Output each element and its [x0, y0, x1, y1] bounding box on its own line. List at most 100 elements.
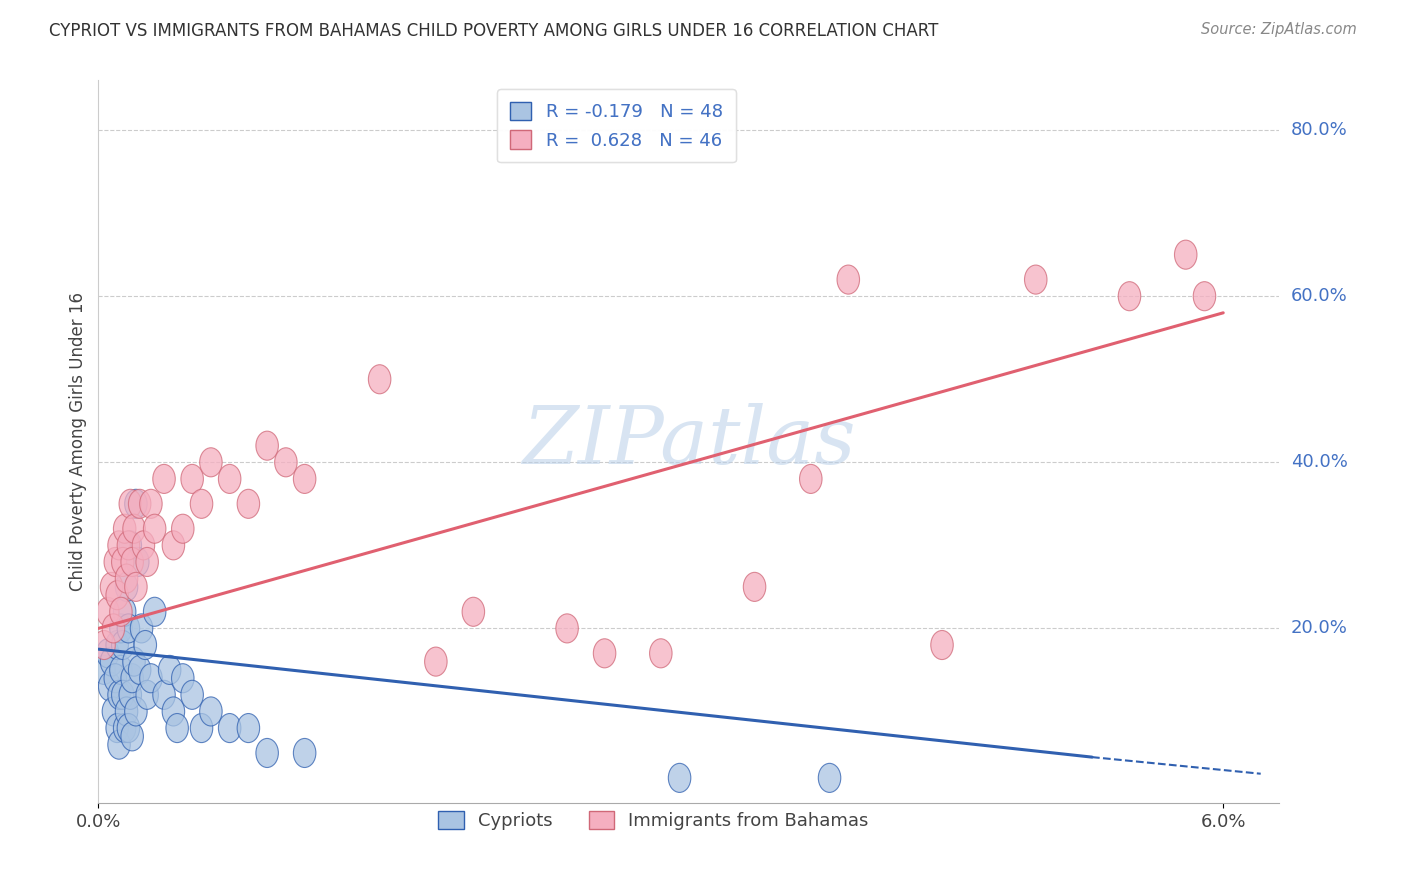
- Ellipse shape: [115, 564, 138, 593]
- Ellipse shape: [108, 731, 131, 759]
- Ellipse shape: [100, 573, 122, 601]
- Ellipse shape: [104, 664, 127, 693]
- Ellipse shape: [108, 531, 131, 560]
- Ellipse shape: [190, 490, 212, 518]
- Ellipse shape: [111, 548, 134, 576]
- Ellipse shape: [103, 697, 125, 726]
- Ellipse shape: [1118, 282, 1140, 310]
- Ellipse shape: [1174, 240, 1197, 269]
- Ellipse shape: [153, 681, 176, 709]
- Ellipse shape: [139, 490, 162, 518]
- Ellipse shape: [117, 531, 139, 560]
- Ellipse shape: [159, 656, 181, 684]
- Ellipse shape: [139, 664, 162, 693]
- Ellipse shape: [104, 548, 127, 576]
- Ellipse shape: [200, 697, 222, 726]
- Ellipse shape: [97, 598, 120, 626]
- Ellipse shape: [105, 714, 128, 742]
- Ellipse shape: [115, 573, 138, 601]
- Ellipse shape: [463, 598, 485, 626]
- Ellipse shape: [105, 631, 128, 659]
- Ellipse shape: [100, 647, 122, 676]
- Ellipse shape: [121, 664, 143, 693]
- Ellipse shape: [294, 739, 316, 767]
- Ellipse shape: [131, 614, 153, 643]
- Ellipse shape: [122, 647, 145, 676]
- Ellipse shape: [110, 656, 132, 684]
- Ellipse shape: [153, 465, 176, 493]
- Ellipse shape: [136, 681, 159, 709]
- Ellipse shape: [110, 598, 132, 626]
- Text: ZIPatlas: ZIPatlas: [522, 403, 856, 480]
- Ellipse shape: [125, 697, 148, 726]
- Ellipse shape: [172, 664, 194, 693]
- Ellipse shape: [650, 639, 672, 668]
- Text: Source: ZipAtlas.com: Source: ZipAtlas.com: [1201, 22, 1357, 37]
- Ellipse shape: [93, 631, 115, 659]
- Ellipse shape: [111, 631, 134, 659]
- Text: CYPRIOT VS IMMIGRANTS FROM BAHAMAS CHILD POVERTY AMONG GIRLS UNDER 16 CORRELATIO: CYPRIOT VS IMMIGRANTS FROM BAHAMAS CHILD…: [49, 22, 939, 40]
- Ellipse shape: [837, 265, 859, 294]
- Ellipse shape: [120, 681, 142, 709]
- Ellipse shape: [117, 614, 139, 643]
- Ellipse shape: [593, 639, 616, 668]
- Ellipse shape: [181, 681, 204, 709]
- Ellipse shape: [425, 647, 447, 676]
- Ellipse shape: [110, 614, 132, 643]
- Ellipse shape: [256, 431, 278, 460]
- Ellipse shape: [238, 714, 260, 742]
- Ellipse shape: [238, 490, 260, 518]
- Ellipse shape: [128, 490, 150, 518]
- Ellipse shape: [128, 656, 150, 684]
- Text: 60.0%: 60.0%: [1291, 287, 1347, 305]
- Ellipse shape: [172, 514, 194, 543]
- Ellipse shape: [115, 697, 138, 726]
- Text: 80.0%: 80.0%: [1291, 121, 1347, 139]
- Ellipse shape: [800, 465, 823, 493]
- Ellipse shape: [162, 531, 184, 560]
- Ellipse shape: [121, 722, 143, 751]
- Ellipse shape: [166, 714, 188, 742]
- Ellipse shape: [744, 573, 766, 601]
- Ellipse shape: [218, 714, 240, 742]
- Ellipse shape: [668, 764, 690, 792]
- Ellipse shape: [125, 573, 148, 601]
- Ellipse shape: [97, 639, 120, 668]
- Ellipse shape: [127, 548, 149, 576]
- Ellipse shape: [103, 614, 125, 643]
- Ellipse shape: [1194, 282, 1216, 310]
- Ellipse shape: [274, 448, 297, 477]
- Ellipse shape: [931, 631, 953, 659]
- Ellipse shape: [143, 598, 166, 626]
- Ellipse shape: [105, 581, 128, 610]
- Ellipse shape: [121, 548, 143, 576]
- Ellipse shape: [190, 714, 212, 742]
- Y-axis label: Child Poverty Among Girls Under 16: Child Poverty Among Girls Under 16: [69, 292, 87, 591]
- Ellipse shape: [117, 714, 139, 742]
- Ellipse shape: [114, 598, 136, 626]
- Ellipse shape: [136, 548, 159, 576]
- Ellipse shape: [114, 714, 136, 742]
- Ellipse shape: [98, 672, 121, 701]
- Ellipse shape: [132, 531, 155, 560]
- Ellipse shape: [111, 681, 134, 709]
- Text: 40.0%: 40.0%: [1291, 453, 1347, 471]
- Ellipse shape: [368, 365, 391, 393]
- Ellipse shape: [162, 697, 184, 726]
- Ellipse shape: [120, 531, 142, 560]
- Ellipse shape: [143, 514, 166, 543]
- Text: 20.0%: 20.0%: [1291, 619, 1347, 638]
- Ellipse shape: [125, 490, 148, 518]
- Legend: R = -0.179   N = 48, R =  0.628   N = 46: R = -0.179 N = 48, R = 0.628 N = 46: [498, 89, 735, 162]
- Ellipse shape: [108, 681, 131, 709]
- Ellipse shape: [555, 614, 578, 643]
- Ellipse shape: [134, 631, 156, 659]
- Ellipse shape: [256, 739, 278, 767]
- Ellipse shape: [114, 514, 136, 543]
- Ellipse shape: [1025, 265, 1047, 294]
- Ellipse shape: [93, 656, 115, 684]
- Ellipse shape: [181, 465, 204, 493]
- Ellipse shape: [818, 764, 841, 792]
- Ellipse shape: [218, 465, 240, 493]
- Ellipse shape: [200, 448, 222, 477]
